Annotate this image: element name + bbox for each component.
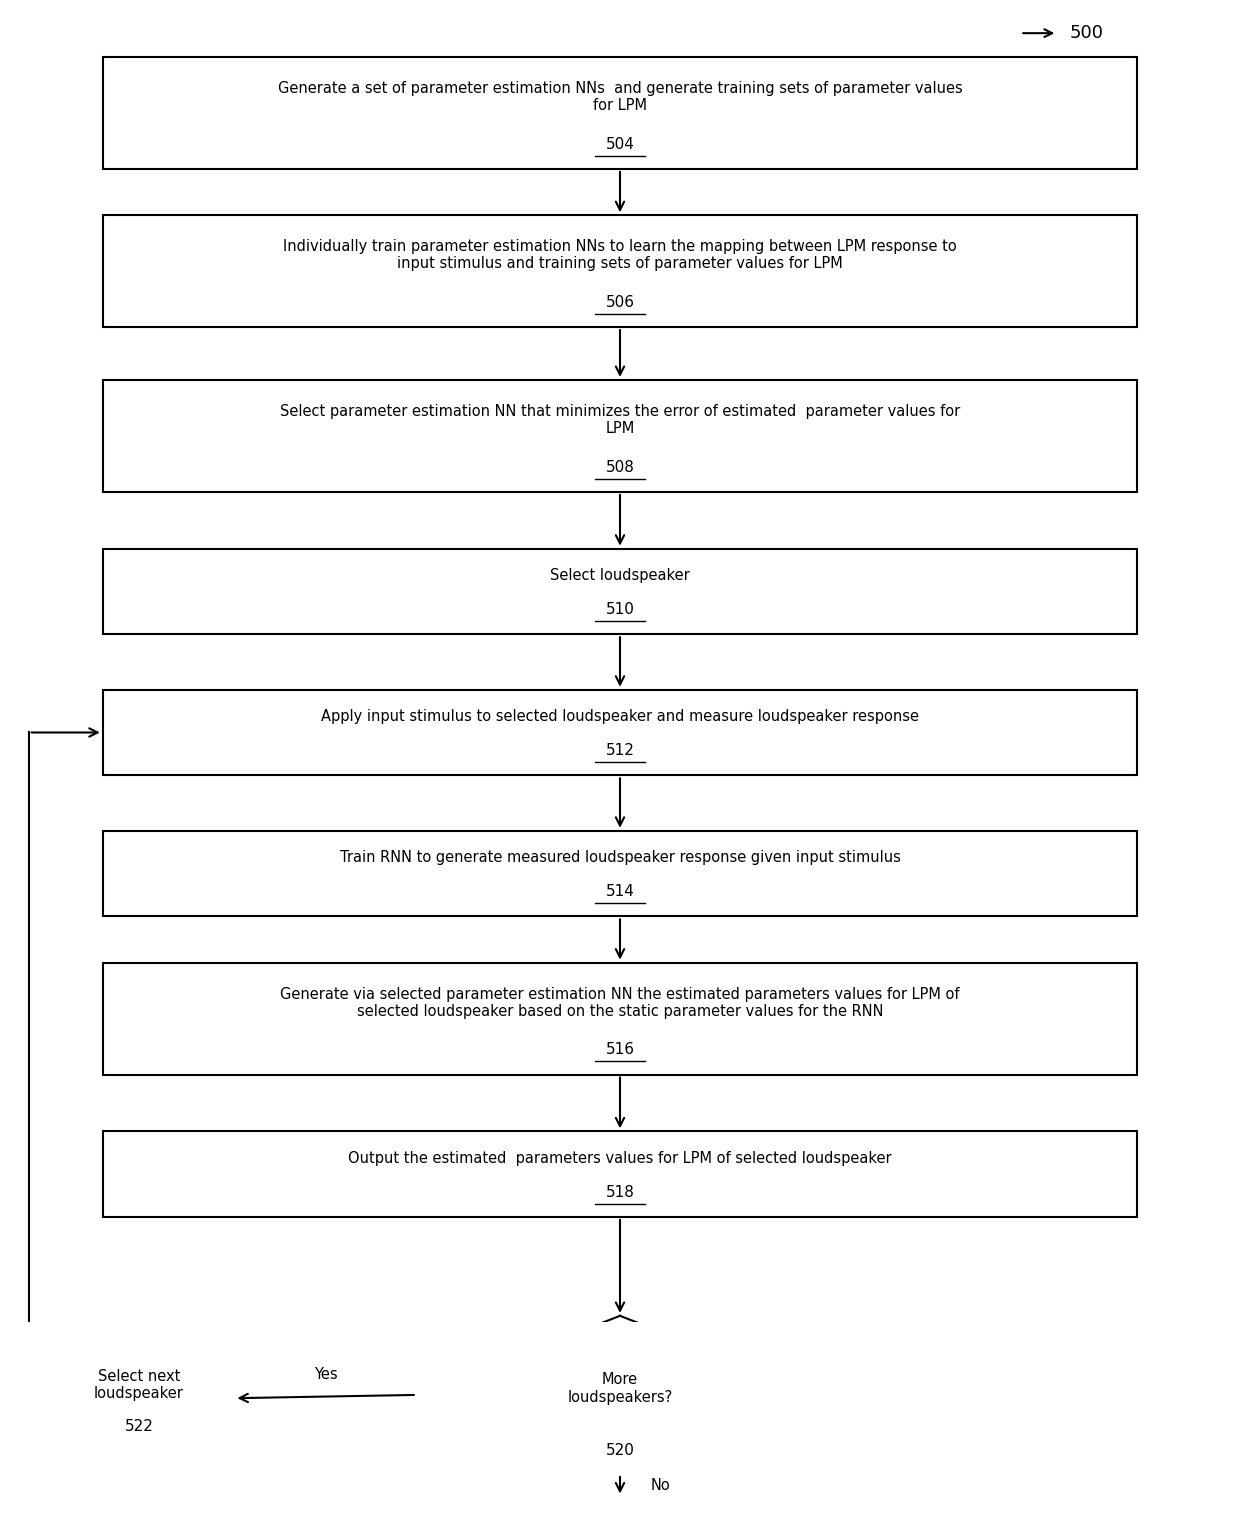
FancyBboxPatch shape [103, 962, 1137, 1074]
Polygon shape [417, 1315, 823, 1474]
FancyBboxPatch shape [103, 548, 1137, 634]
Circle shape [573, 1497, 667, 1535]
Text: Generate a set of parameter estimation NNs  and generate training sets of parame: Generate a set of parameter estimation N… [278, 81, 962, 114]
Text: Individually train parameter estimation NNs to learn the mapping between LPM res: Individually train parameter estimation … [283, 239, 957, 272]
Text: 506: 506 [605, 295, 635, 310]
Text: Yes: Yes [314, 1366, 337, 1382]
Text: 514: 514 [605, 884, 635, 900]
FancyBboxPatch shape [103, 1131, 1137, 1217]
Text: 504: 504 [605, 137, 635, 152]
Text: Select loudspeaker: Select loudspeaker [551, 568, 689, 583]
FancyBboxPatch shape [103, 689, 1137, 775]
Text: 500: 500 [1070, 25, 1104, 41]
Text: 520: 520 [605, 1443, 635, 1458]
FancyBboxPatch shape [103, 379, 1137, 491]
Text: No: No [651, 1478, 671, 1492]
FancyBboxPatch shape [103, 830, 1137, 916]
Text: More
loudspeakers?: More loudspeakers? [568, 1372, 672, 1405]
FancyBboxPatch shape [103, 57, 1137, 169]
Text: Apply input stimulus to selected loudspeaker and measure loudspeaker response: Apply input stimulus to selected loudspe… [321, 709, 919, 725]
Text: 518: 518 [605, 1185, 635, 1200]
Text: Select next
loudspeaker: Select next loudspeaker [94, 1369, 184, 1401]
Text: Output the estimated  parameters values for LPM of selected loudspeaker: Output the estimated parameters values f… [348, 1151, 892, 1165]
Text: 522: 522 [124, 1420, 154, 1434]
Text: Select parameter estimation NN that minimizes the error of estimated  parameter : Select parameter estimation NN that mini… [280, 404, 960, 436]
Text: 512: 512 [605, 743, 635, 758]
Text: Train RNN to generate measured loudspeaker response given input stimulus: Train RNN to generate measured loudspeak… [340, 850, 900, 866]
Text: 516: 516 [605, 1042, 635, 1058]
FancyBboxPatch shape [43, 1349, 234, 1448]
Text: 508: 508 [605, 460, 635, 474]
Text: 510: 510 [605, 602, 635, 617]
FancyBboxPatch shape [103, 215, 1137, 327]
Text: Generate via selected parameter estimation NN the estimated parameters values fo: Generate via selected parameter estimati… [280, 987, 960, 1019]
